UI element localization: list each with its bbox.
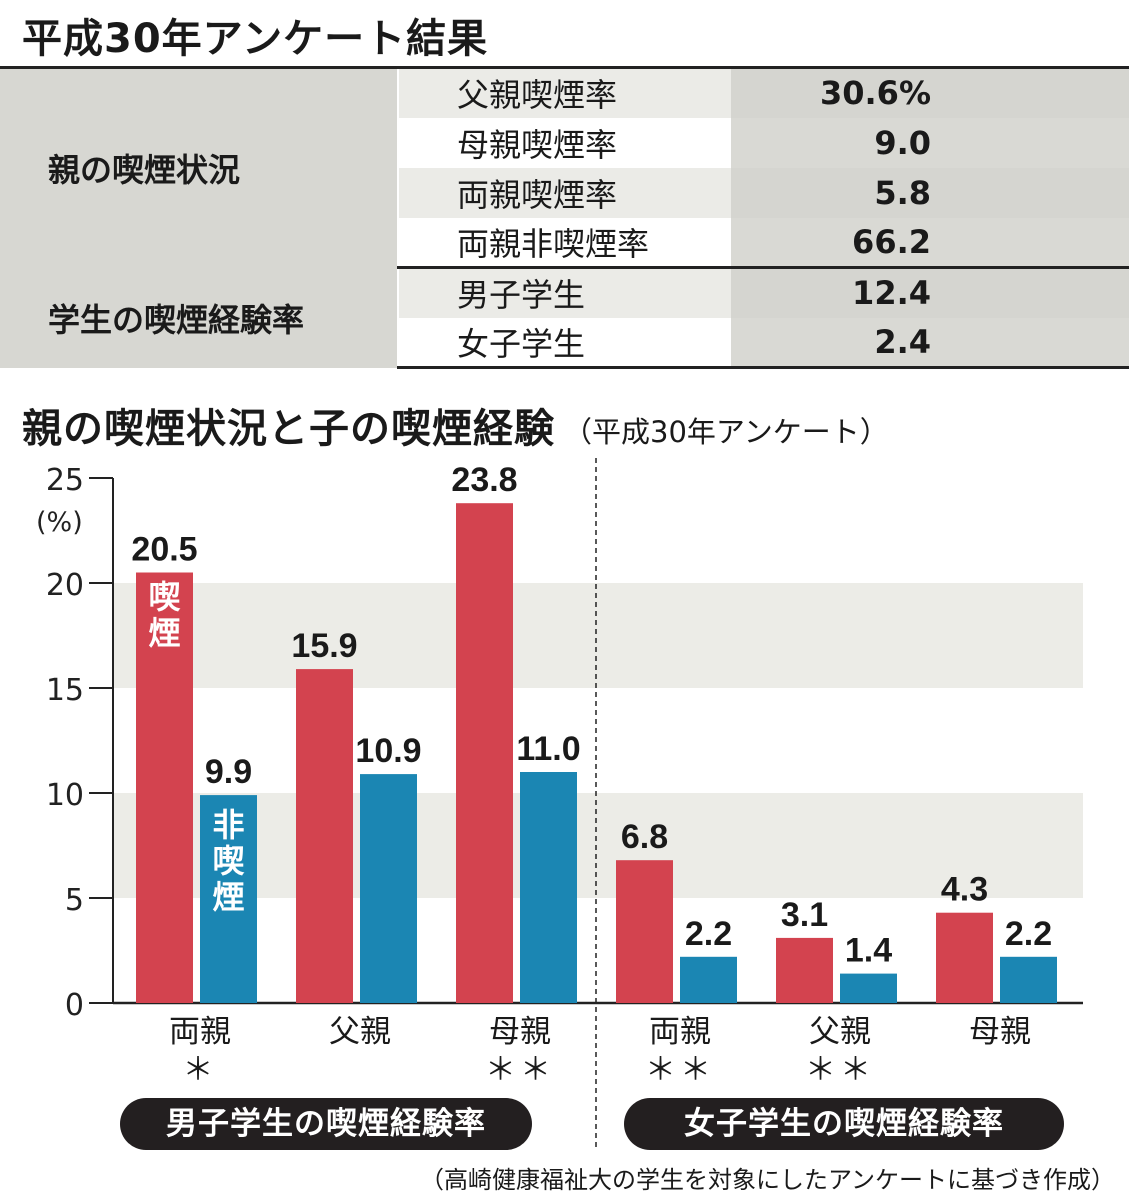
significance-mark: ＊＊ bbox=[645, 1052, 715, 1088]
chart-title-text: 親の喫煙状況と子の喫煙経験 bbox=[22, 406, 555, 452]
grid-band bbox=[113, 583, 1083, 688]
bar-non-smoking bbox=[840, 973, 897, 1003]
x-category-label: 両親 bbox=[649, 1014, 711, 1050]
bar-non-smoking bbox=[680, 956, 737, 1003]
significance-mark: ＊＊ bbox=[805, 1052, 875, 1088]
bar-smoking bbox=[616, 860, 673, 1003]
bar-smoking bbox=[776, 937, 833, 1003]
table-row: 母親喫煙率 9.0 bbox=[0, 117, 1129, 168]
data-label-smoking: 3.1 bbox=[781, 896, 828, 934]
page-title: 平成30年アンケート結果 bbox=[22, 16, 489, 62]
chart-subtitle: （平成30年アンケート） bbox=[563, 415, 889, 449]
data-label-non-smoking: 11.0 bbox=[516, 730, 580, 768]
y-tick-label: 10 bbox=[46, 778, 84, 813]
data-label-non-smoking: 2.2 bbox=[685, 915, 732, 953]
row-label: 女子学生 bbox=[398, 317, 731, 369]
data-label-non-smoking: 9.9 bbox=[205, 753, 252, 791]
series-label-smoking: 煙 bbox=[148, 614, 180, 652]
male-group-label: 男子学生の喫煙経験率 bbox=[120, 1098, 532, 1150]
row-label: 男子学生 bbox=[398, 267, 731, 318]
x-category-label: 両親 bbox=[169, 1014, 231, 1050]
data-label-non-smoking: 10.9 bbox=[355, 732, 421, 770]
row-value: 12.4 bbox=[731, 267, 1129, 318]
row-label: 両親非喫煙率 bbox=[398, 217, 731, 269]
series-label-non-smoking: 煙 bbox=[212, 878, 244, 916]
row-value: 9.0 bbox=[731, 117, 1129, 168]
x-category-label: 父親 bbox=[809, 1014, 871, 1050]
data-label-non-smoking: 1.4 bbox=[845, 932, 892, 970]
table-row: 両親喫煙率 5.8 bbox=[0, 167, 1129, 218]
category-cell: 学生の喫煙経験率 bbox=[0, 267, 399, 368]
summary-table: 親の喫煙状況 父親喫煙率 30.6% 母親喫煙率 9.0 両親喫煙率 5.8 両… bbox=[0, 66, 1129, 369]
bar-smoking bbox=[296, 669, 353, 1003]
significance-mark: ＊ bbox=[183, 1052, 218, 1088]
series-label-non-smoking: 喫 bbox=[212, 842, 244, 880]
female-group-label: 女子学生の喫煙経験率 bbox=[624, 1098, 1064, 1150]
data-label-smoking: 20.5 bbox=[131, 531, 197, 569]
data-label-smoking: 4.3 bbox=[941, 871, 988, 909]
x-category-label: 父親 bbox=[329, 1014, 391, 1050]
series-label-smoking: 喫 bbox=[148, 578, 180, 616]
significance-mark: ＊＊ bbox=[485, 1052, 555, 1088]
bar-smoking bbox=[936, 912, 993, 1003]
bar-non-smoking bbox=[360, 774, 417, 1003]
bar-non-smoking bbox=[1000, 956, 1057, 1003]
row-label: 父親喫煙率 bbox=[398, 66, 731, 118]
source-note: （高崎健康福祉大の学生を対象にしたアンケートに基づき作成） bbox=[419, 1166, 1115, 1194]
grid-band bbox=[113, 793, 1083, 898]
data-label-smoking: 15.9 bbox=[291, 627, 357, 665]
y-unit-label: (%) bbox=[36, 507, 83, 538]
y-tick-label: 5 bbox=[65, 883, 84, 918]
series-label-non-smoking: 非 bbox=[212, 806, 244, 844]
row-value: 2.4 bbox=[731, 317, 1129, 369]
y-tick-label: 25 bbox=[46, 463, 84, 498]
table-row: 両親非喫煙率 66.2 bbox=[0, 217, 1129, 269]
bar-smoking bbox=[456, 503, 513, 1003]
x-category-label: 母親 bbox=[969, 1014, 1031, 1050]
x-category-label: 母親 bbox=[489, 1014, 551, 1050]
data-label-smoking: 23.8 bbox=[451, 461, 517, 499]
chart-title: 親の喫煙状況と子の喫煙経験 （平成30年アンケート） bbox=[22, 396, 889, 454]
table-row: 女子学生 2.4 bbox=[0, 317, 1129, 369]
data-label-non-smoking: 2.2 bbox=[1005, 915, 1052, 953]
row-value: 30.6% bbox=[731, 66, 1129, 118]
table-row: 親の喫煙状況 父親喫煙率 30.6% bbox=[0, 66, 1129, 268]
table-row: 学生の喫煙経験率 男子学生 12.4 bbox=[0, 267, 1129, 368]
row-value: 66.2 bbox=[731, 217, 1129, 269]
y-tick-label: 15 bbox=[46, 673, 84, 708]
y-tick-label: 0 bbox=[65, 988, 84, 1023]
bar-smoking bbox=[136, 572, 193, 1003]
bar-non-smoking bbox=[200, 795, 257, 1003]
row-value: 5.8 bbox=[731, 167, 1129, 218]
bar-non-smoking bbox=[520, 772, 577, 1003]
category-cell: 親の喫煙状況 bbox=[0, 66, 399, 268]
data-label-smoking: 6.8 bbox=[621, 818, 668, 856]
row-label: 母親喫煙率 bbox=[398, 117, 731, 168]
y-tick-label: 20 bbox=[46, 568, 84, 603]
row-label: 両親喫煙率 bbox=[398, 167, 731, 218]
